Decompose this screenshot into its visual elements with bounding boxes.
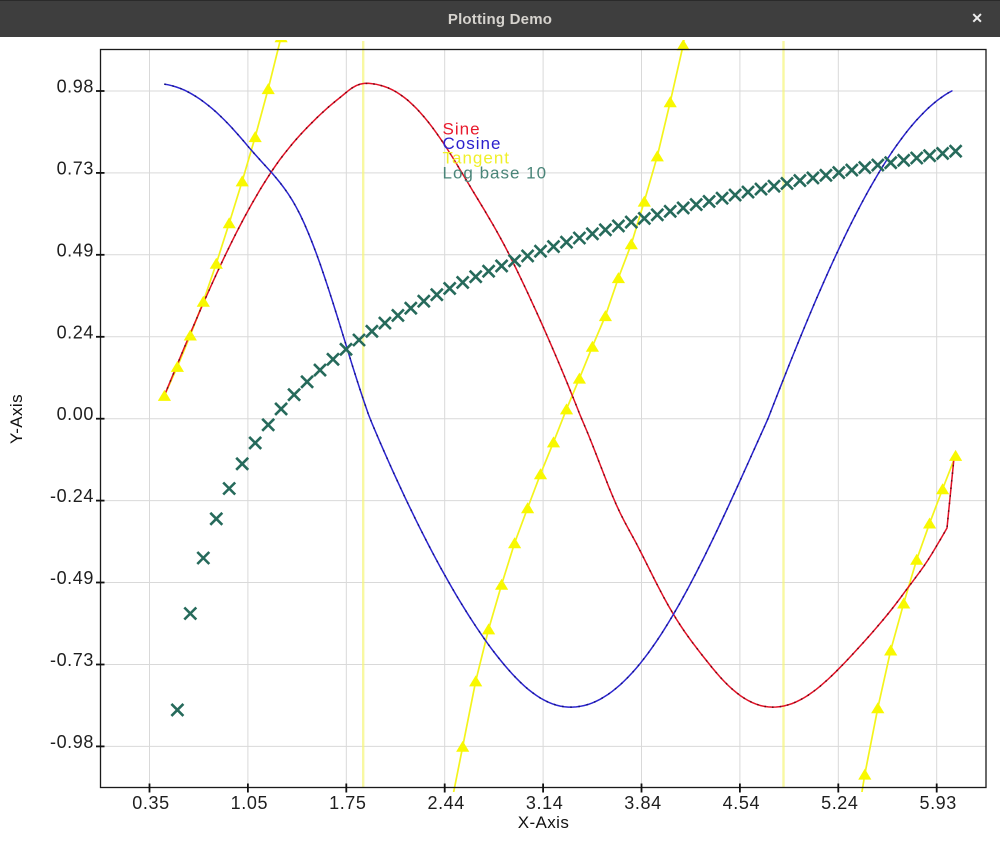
svg-text:-0.49: -0.49: [50, 568, 94, 588]
svg-text:5.24: 5.24: [821, 793, 858, 813]
svg-text:2.44: 2.44: [427, 793, 464, 813]
svg-text:Tangent: Tangent: [443, 149, 511, 168]
svg-text:-0.73: -0.73: [50, 650, 94, 670]
svg-text:0.00: 0.00: [57, 404, 94, 424]
svg-text:-0.98: -0.98: [50, 732, 94, 752]
svg-text:3.14: 3.14: [526, 793, 563, 813]
svg-text:3.84: 3.84: [624, 793, 661, 813]
svg-text:1.75: 1.75: [329, 793, 366, 813]
svg-text:0.73: 0.73: [57, 158, 94, 178]
svg-text:4.54: 4.54: [723, 793, 760, 813]
svg-text:Cosine: Cosine: [443, 134, 502, 153]
svg-text:Log base 10: Log base 10: [443, 164, 548, 183]
svg-text:Sine: Sine: [443, 120, 481, 139]
svg-text:X-Axis: X-Axis: [518, 813, 570, 832]
svg-text:0.98: 0.98: [57, 77, 94, 97]
svg-text:1.05: 1.05: [231, 793, 268, 813]
svg-text:0.35: 0.35: [132, 793, 169, 813]
svg-text:Y-Axis: Y-Axis: [7, 394, 26, 444]
svg-text:5.93: 5.93: [919, 793, 956, 813]
svg-text:0.49: 0.49: [57, 240, 94, 260]
svg-text:0.24: 0.24: [57, 322, 94, 342]
svg-text:-0.24: -0.24: [50, 486, 94, 506]
